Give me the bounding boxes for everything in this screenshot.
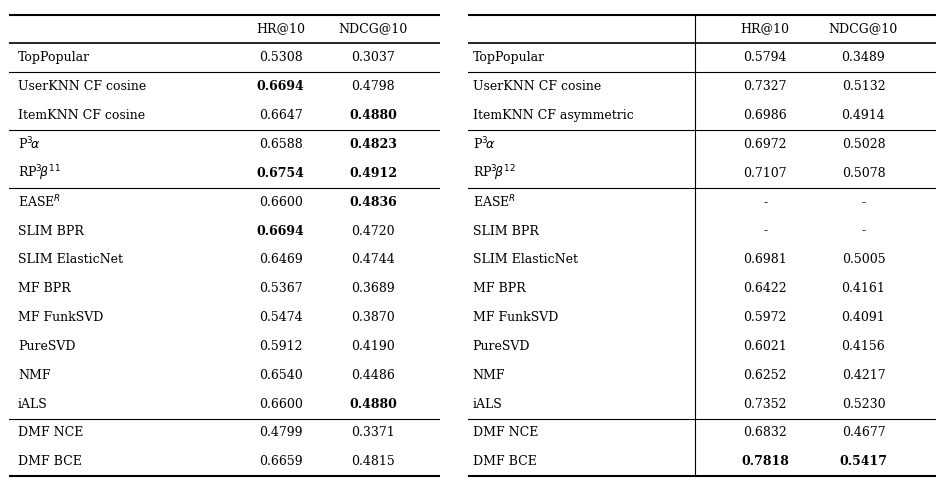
Text: 0.6754: 0.6754 xyxy=(256,167,304,180)
Text: NMF: NMF xyxy=(18,369,51,382)
Text: RP$^3\!\beta^{12}$: RP$^3\!\beta^{12}$ xyxy=(473,163,516,183)
Text: UserKNN CF cosine: UserKNN CF cosine xyxy=(18,80,146,93)
Text: 0.6986: 0.6986 xyxy=(743,109,787,122)
Text: 0.6021: 0.6021 xyxy=(743,340,787,353)
Text: DMF NCE: DMF NCE xyxy=(473,427,538,439)
Text: 0.4720: 0.4720 xyxy=(351,225,395,238)
Text: 0.4798: 0.4798 xyxy=(351,80,395,93)
Text: 0.3037: 0.3037 xyxy=(351,52,395,64)
Text: 0.4677: 0.4677 xyxy=(841,427,885,439)
Text: NMF: NMF xyxy=(473,369,505,382)
Text: MF FunkSVD: MF FunkSVD xyxy=(473,311,558,324)
Text: 0.4217: 0.4217 xyxy=(841,369,885,382)
Text: 0.4161: 0.4161 xyxy=(841,282,885,295)
Text: 0.4823: 0.4823 xyxy=(349,138,397,151)
Text: 0.4190: 0.4190 xyxy=(351,340,395,353)
Text: 0.5794: 0.5794 xyxy=(743,52,787,64)
Text: DMF NCE: DMF NCE xyxy=(18,427,83,439)
Text: 0.7352: 0.7352 xyxy=(743,398,787,411)
Text: NDCG@10: NDCG@10 xyxy=(829,22,898,35)
Text: ItemKNN CF cosine: ItemKNN CF cosine xyxy=(18,109,145,122)
Text: HR@10: HR@10 xyxy=(256,22,305,35)
Text: -: - xyxy=(763,196,768,208)
Text: DMF BCE: DMF BCE xyxy=(18,455,81,469)
Text: EASE$^R$: EASE$^R$ xyxy=(18,194,61,210)
Text: 0.3689: 0.3689 xyxy=(351,282,395,295)
Text: MF BPR: MF BPR xyxy=(18,282,71,295)
Text: 0.6252: 0.6252 xyxy=(743,369,787,382)
Text: 0.6832: 0.6832 xyxy=(743,427,787,439)
Text: EASE$^R$: EASE$^R$ xyxy=(473,194,516,210)
Text: 0.4156: 0.4156 xyxy=(841,340,885,353)
Text: 0.3870: 0.3870 xyxy=(351,311,395,324)
Text: iALS: iALS xyxy=(18,398,48,411)
Text: 0.6694: 0.6694 xyxy=(256,80,304,93)
Text: TopPopular: TopPopular xyxy=(18,52,90,64)
Text: -: - xyxy=(861,225,866,238)
Text: MF FunkSVD: MF FunkSVD xyxy=(18,311,103,324)
Text: RP$^3\!\beta^{11}$: RP$^3\!\beta^{11}$ xyxy=(18,163,61,183)
Text: 0.5028: 0.5028 xyxy=(841,138,885,151)
Text: 0.5972: 0.5972 xyxy=(743,311,787,324)
Text: 0.6588: 0.6588 xyxy=(258,138,302,151)
Text: TopPopular: TopPopular xyxy=(473,52,545,64)
Text: -: - xyxy=(861,196,866,208)
Text: 0.5474: 0.5474 xyxy=(258,311,302,324)
Text: 0.6469: 0.6469 xyxy=(258,253,302,266)
Text: -: - xyxy=(763,225,768,238)
Text: P$^3\!\alpha$: P$^3\!\alpha$ xyxy=(473,136,495,153)
Text: SLIM BPR: SLIM BPR xyxy=(473,225,538,238)
Text: P$^3\!\alpha$: P$^3\!\alpha$ xyxy=(18,136,40,153)
Text: iALS: iALS xyxy=(473,398,503,411)
Text: 0.4091: 0.4091 xyxy=(841,311,885,324)
Text: HR@10: HR@10 xyxy=(740,22,790,35)
Text: 0.3371: 0.3371 xyxy=(351,427,395,439)
Text: 0.4836: 0.4836 xyxy=(349,196,397,208)
Text: 0.5417: 0.5417 xyxy=(840,455,887,469)
Text: MF BPR: MF BPR xyxy=(473,282,525,295)
Text: 0.4880: 0.4880 xyxy=(349,109,397,122)
Text: 0.5308: 0.5308 xyxy=(258,52,302,64)
Text: 0.6981: 0.6981 xyxy=(743,253,787,266)
Text: 0.6972: 0.6972 xyxy=(743,138,787,151)
Text: 0.7107: 0.7107 xyxy=(743,167,787,180)
Text: NDCG@10: NDCG@10 xyxy=(339,22,408,35)
Text: DMF BCE: DMF BCE xyxy=(473,455,536,469)
Text: 0.4912: 0.4912 xyxy=(349,167,397,180)
Text: ItemKNN CF asymmetric: ItemKNN CF asymmetric xyxy=(473,109,634,122)
Text: 0.5132: 0.5132 xyxy=(841,80,885,93)
Text: 0.5912: 0.5912 xyxy=(259,340,302,353)
Text: 0.5005: 0.5005 xyxy=(841,253,885,266)
Text: 0.6600: 0.6600 xyxy=(258,398,302,411)
Text: UserKNN CF cosine: UserKNN CF cosine xyxy=(473,80,601,93)
Text: 0.4880: 0.4880 xyxy=(349,398,397,411)
Text: 0.4486: 0.4486 xyxy=(351,369,395,382)
Text: 0.6694: 0.6694 xyxy=(256,225,304,238)
Text: 0.4815: 0.4815 xyxy=(351,455,395,469)
Text: 0.7818: 0.7818 xyxy=(741,455,789,469)
Text: 0.6647: 0.6647 xyxy=(258,109,302,122)
Text: SLIM ElasticNet: SLIM ElasticNet xyxy=(473,253,578,266)
Text: SLIM BPR: SLIM BPR xyxy=(18,225,84,238)
Text: PureSVD: PureSVD xyxy=(18,340,76,353)
Text: 0.5367: 0.5367 xyxy=(258,282,302,295)
Text: 0.4914: 0.4914 xyxy=(841,109,885,122)
Text: 0.5230: 0.5230 xyxy=(841,398,885,411)
Text: 0.5078: 0.5078 xyxy=(841,167,885,180)
Text: SLIM ElasticNet: SLIM ElasticNet xyxy=(18,253,123,266)
Text: 0.4744: 0.4744 xyxy=(351,253,395,266)
Text: PureSVD: PureSVD xyxy=(473,340,530,353)
Text: 0.3489: 0.3489 xyxy=(841,52,885,64)
Text: 0.6659: 0.6659 xyxy=(258,455,302,469)
Text: 0.7327: 0.7327 xyxy=(743,80,787,93)
Text: 0.6540: 0.6540 xyxy=(258,369,302,382)
Text: 0.6600: 0.6600 xyxy=(258,196,302,208)
Text: 0.4799: 0.4799 xyxy=(259,427,302,439)
Text: 0.6422: 0.6422 xyxy=(743,282,787,295)
